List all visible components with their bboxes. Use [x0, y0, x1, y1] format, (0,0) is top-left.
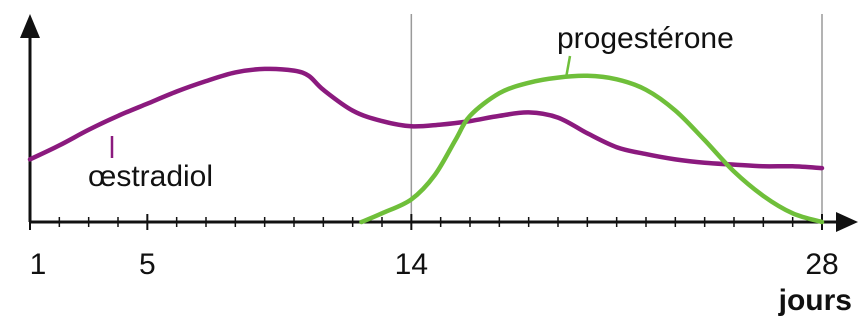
- series-label-oestradiol: œstradiol: [88, 160, 213, 193]
- series-labels: œstradiol progestérone: [88, 22, 734, 193]
- reference-lines: [410, 14, 823, 222]
- x-tick-label-14: 14: [395, 248, 428, 281]
- series-line-oestradiol: [27, 66, 825, 171]
- x-tick-labels: 1 5 14 28: [30, 248, 839, 281]
- series-line-progesterone: [359, 73, 825, 225]
- label-leader-progesterone: [564, 55, 572, 79]
- series-lines: [27, 66, 825, 225]
- x-tick-label-28: 28: [805, 248, 838, 281]
- x-tick-label-5: 5: [139, 248, 156, 281]
- x-tick-label-1: 1: [30, 248, 47, 281]
- axes: [20, 14, 858, 232]
- x-axis-title: jours: [778, 284, 852, 317]
- y-axis-arrowhead: [20, 14, 40, 38]
- series-label-progesterone: progestérone: [557, 22, 734, 55]
- x-axis-arrowhead: [836, 212, 858, 232]
